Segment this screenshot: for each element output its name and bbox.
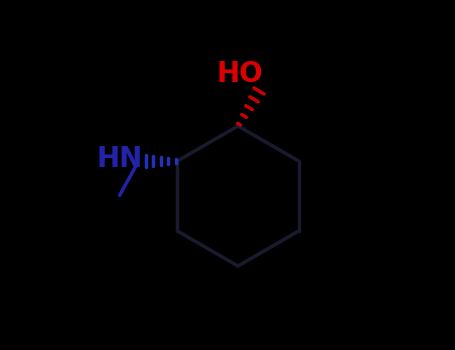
Text: HO: HO <box>217 60 263 88</box>
Text: HN: HN <box>96 145 142 173</box>
